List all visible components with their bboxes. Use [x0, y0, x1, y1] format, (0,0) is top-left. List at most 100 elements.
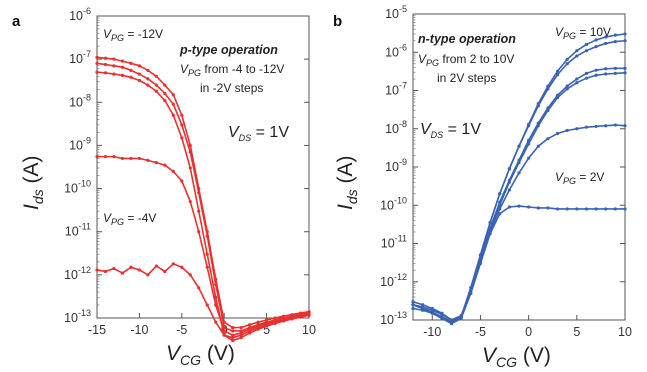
data-point	[498, 212, 502, 216]
data-point	[163, 91, 167, 96]
panel-a-y-axis-label: Ids (A)	[20, 156, 46, 210]
data-point	[171, 113, 175, 117]
series-line-b-1	[412, 72, 626, 325]
data-point	[411, 303, 415, 307]
data-point	[411, 300, 415, 304]
panel-a-sweep-line2: in -2V steps	[200, 81, 263, 95]
data-point	[120, 65, 125, 69]
data-point	[565, 128, 569, 133]
data-point	[163, 83, 167, 87]
data-point	[239, 331, 243, 335]
panel-a-vds: VDS = 1V	[228, 124, 289, 143]
series-line-a-3	[97, 155, 310, 336]
data-point	[555, 207, 560, 211]
series-line-a-1	[96, 62, 310, 332]
x-tick-label: 10	[302, 323, 316, 337]
data-point	[449, 320, 454, 324]
panel-a-bottom-label: VPG = -4V	[103, 211, 156, 227]
series-line-b-2	[412, 124, 626, 321]
data-point	[613, 207, 617, 211]
data-point	[536, 206, 540, 210]
data-point	[623, 32, 627, 36]
data-point	[536, 144, 540, 148]
data-point	[188, 273, 192, 277]
data-point	[575, 207, 579, 211]
data-point	[137, 72, 141, 76]
data-point	[129, 156, 133, 161]
data-point	[231, 329, 235, 333]
data-point	[188, 143, 192, 148]
data-point	[613, 39, 617, 44]
data-point	[214, 282, 218, 287]
data-point	[188, 199, 192, 204]
data-point	[584, 207, 589, 211]
data-point	[527, 142, 531, 146]
y-tick-label: 10-10	[64, 179, 91, 196]
data-point	[103, 56, 108, 60]
data-point	[231, 333, 235, 337]
panel-b-vds: VDS = 1V	[420, 121, 481, 140]
data-point	[488, 232, 492, 236]
data-point	[594, 124, 598, 129]
series-line-b-0	[412, 67, 625, 323]
data-point	[137, 64, 141, 68]
data-point	[517, 171, 521, 175]
data-point	[248, 327, 252, 331]
data-point	[604, 35, 608, 39]
data-point	[95, 55, 99, 59]
data-point	[95, 70, 99, 74]
data-point	[507, 205, 511, 209]
data-point	[604, 124, 608, 128]
data-point	[584, 42, 589, 47]
panel-b: b 10-1310-1210-1110-1010-910-810-710-610…	[333, 4, 632, 370]
data-point	[120, 156, 125, 161]
panel-a-y-ticks: 10-13 10-12 10-11 10-10 10-9 10-8 10-7 10-6	[64, 6, 309, 325]
data-point	[171, 93, 175, 97]
data-point	[265, 321, 269, 325]
data-point	[604, 72, 608, 76]
data-point	[565, 207, 569, 211]
data-point	[546, 108, 550, 113]
data-point	[171, 262, 175, 266]
data-point	[205, 252, 209, 256]
data-point	[197, 191, 201, 195]
data-point	[112, 57, 116, 61]
data-point	[137, 156, 141, 161]
data-point	[205, 234, 209, 238]
y-tick-label: 10-12	[64, 265, 91, 282]
x-tick-label: -5	[475, 325, 486, 339]
data-point	[188, 166, 192, 170]
y-tick-label: 10-6	[69, 6, 91, 23]
y-tick-label: 10-11	[65, 222, 91, 239]
x-tick-label: 0	[525, 325, 532, 339]
data-point	[594, 45, 598, 49]
panel-a-mode-title: p-type operation	[179, 43, 278, 57]
data-point	[171, 169, 175, 174]
data-point	[411, 306, 415, 311]
y-tick-label: 10-7	[69, 49, 91, 66]
x-tick-label: -10	[130, 323, 148, 337]
data-point	[584, 49, 589, 53]
data-point	[180, 265, 184, 269]
data-point	[95, 268, 99, 272]
data-point	[527, 156, 531, 160]
data-point	[197, 230, 201, 234]
x-tick-label: -10	[423, 325, 441, 339]
data-point	[129, 75, 133, 79]
data-point	[163, 269, 167, 274]
data-point	[307, 313, 311, 317]
y-tick-label: 10-7	[385, 81, 407, 98]
data-point	[180, 123, 184, 127]
data-point	[536, 124, 540, 128]
data-point	[469, 286, 473, 290]
data-point	[488, 221, 492, 225]
panel-a-top-label: VPG = -12V	[103, 27, 163, 43]
data-point	[146, 83, 150, 87]
data-point	[129, 61, 133, 65]
data-point	[171, 102, 175, 106]
panel-b-sweep-line1: VPG from 2 to 10V	[418, 52, 514, 68]
data-point	[498, 207, 502, 211]
data-point	[527, 205, 531, 209]
data-point	[575, 54, 579, 58]
data-point	[565, 87, 569, 91]
